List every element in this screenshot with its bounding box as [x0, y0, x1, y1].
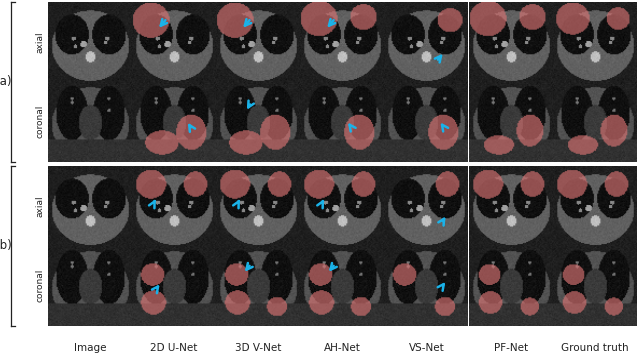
Text: coronal: coronal [36, 105, 45, 138]
Text: 2D U-Net: 2D U-Net [150, 343, 198, 353]
Text: Ground truth: Ground truth [561, 343, 628, 353]
Text: VS-Net: VS-Net [408, 343, 444, 353]
Text: axial: axial [36, 31, 45, 53]
Text: 3D V-Net: 3D V-Net [235, 343, 282, 353]
Text: PF-Net: PF-Net [493, 343, 528, 353]
Text: (a): (a) [0, 75, 12, 88]
Text: (b): (b) [0, 239, 12, 252]
Text: coronal: coronal [36, 269, 45, 303]
Text: axial: axial [36, 195, 45, 217]
Text: AH-Net: AH-Net [324, 343, 361, 353]
Text: Image: Image [74, 343, 106, 353]
